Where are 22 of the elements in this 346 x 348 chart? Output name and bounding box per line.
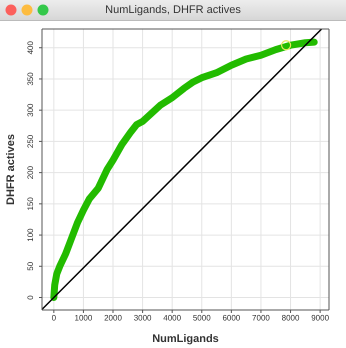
x-tick-label: 2000	[104, 314, 122, 323]
x-tick-label: 8000	[282, 314, 300, 323]
x-tick-label: 3000	[134, 314, 152, 323]
y-tick-label: 150	[26, 196, 35, 211]
x-tick-label: 9000	[311, 314, 330, 323]
y-tick-label: 0	[26, 294, 35, 300]
x-axis-title: NumLigands	[152, 333, 219, 345]
y-tick-label: 300	[26, 102, 35, 117]
x-tick-label: 5000	[192, 314, 212, 323]
y-tick-label: 250	[26, 134, 35, 148]
x-tick-label: 6000	[222, 314, 241, 323]
x-tick-label: 4000	[163, 314, 182, 323]
x-tick-label: 0	[52, 314, 57, 323]
y-tick-label: 200	[26, 165, 35, 180]
y-tick-label: 100	[26, 228, 35, 242]
y-tick-label: 400	[26, 40, 35, 54]
chart-title: NumLigands, DHFR actives	[0, 0, 346, 20]
y-tick-label: 350	[26, 72, 35, 86]
y-tick-label: 50	[26, 261, 35, 271]
y-axis-title: DHFR actives	[4, 134, 17, 205]
x-tick-label: 7000	[252, 314, 270, 323]
x-tick-label: 1000	[74, 314, 93, 323]
